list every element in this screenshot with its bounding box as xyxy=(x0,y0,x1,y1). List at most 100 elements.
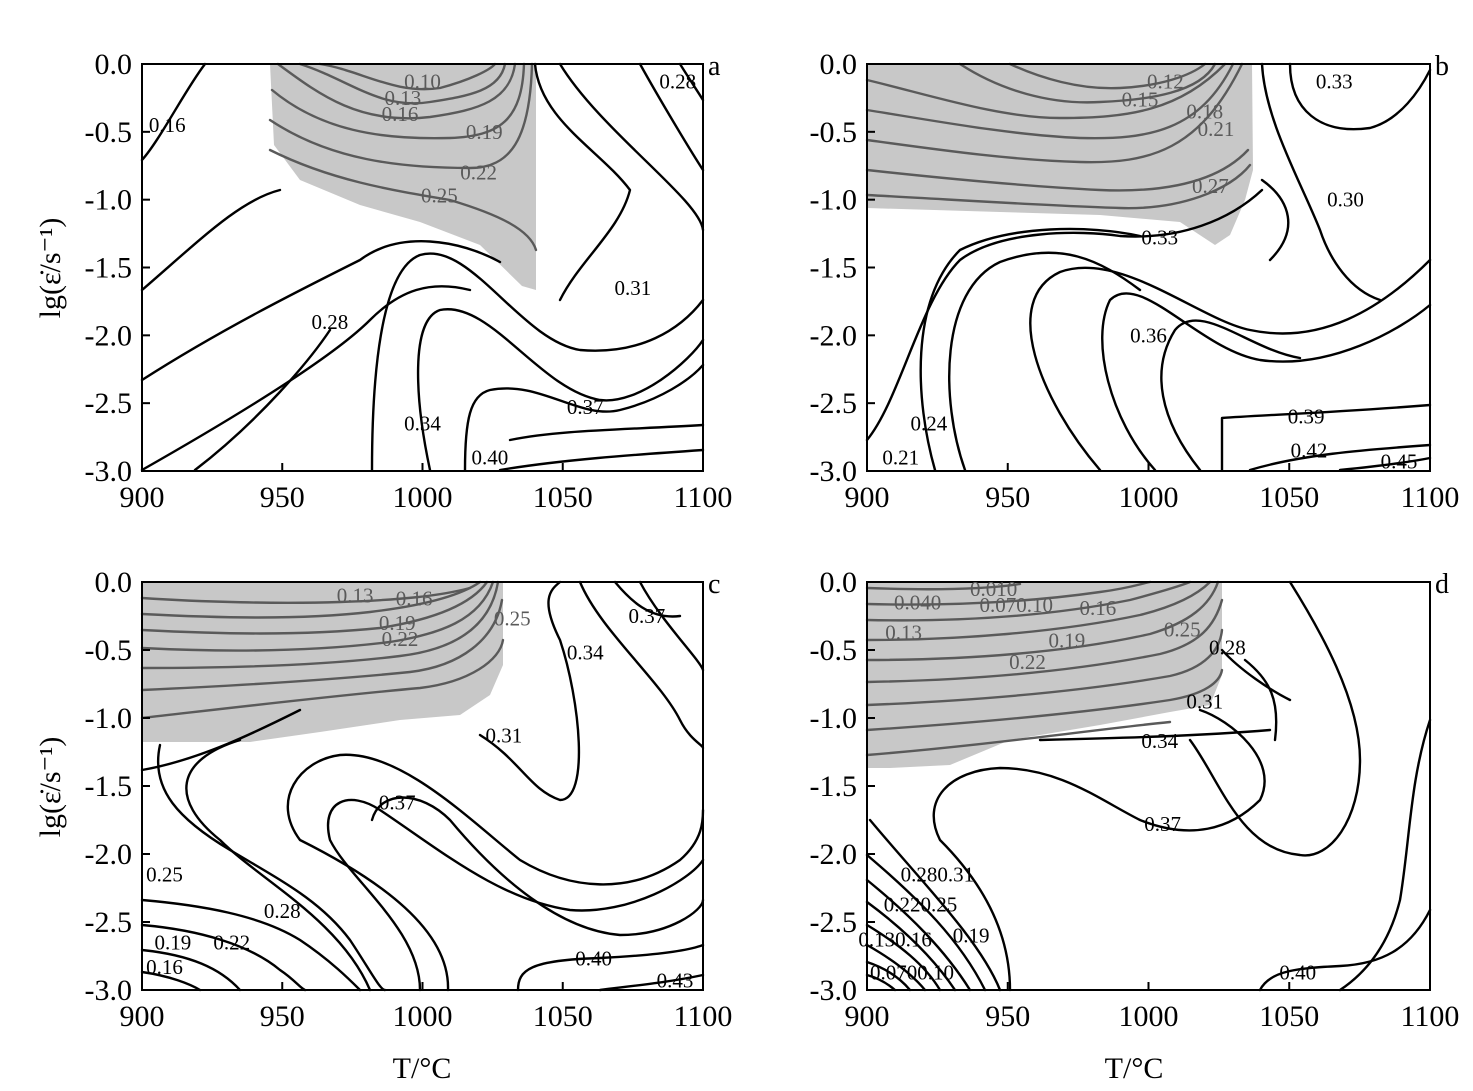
panel-letter-d: d xyxy=(1435,569,1449,600)
shaded-region-d xyxy=(867,582,1222,768)
contour-label: 0.19 xyxy=(466,120,503,144)
y-ticks-b: 0.0 -0.5 -1.0 -1.5 -2.0 -2.5 -3.0 xyxy=(810,48,875,488)
contour-label: 0.39 xyxy=(1288,405,1325,429)
y-tick-label: -3.0 xyxy=(85,455,133,488)
contour-label: 0.070.10 xyxy=(979,593,1053,617)
contour-labels-a: 0.100.130.160.190.220.250.280.160.310.28… xyxy=(149,70,696,470)
x-tick-label: 1100 xyxy=(674,481,733,514)
x-tick-label: 900 xyxy=(120,1000,165,1033)
panel-c: 900 950 1000 1050 1100 0.0 -0.5 -1.0 -1.5 -2.0 -2… xyxy=(85,566,733,1033)
contour-lines-a xyxy=(140,62,705,472)
contour-lines-c xyxy=(140,580,705,992)
y-tick-label: -2.0 xyxy=(810,319,858,352)
contour-label: 0.22 xyxy=(382,627,419,651)
y-ticks-d: 0.0 -0.5 -1.0 -1.5 -2.0 -2.5 -3.0 xyxy=(810,566,875,1007)
contour-label: 0.37 xyxy=(567,395,604,419)
contour-label: 0.220.25 xyxy=(884,892,958,916)
contour-label: 0.28 xyxy=(312,310,349,334)
contour-label: 0.21 xyxy=(1198,117,1235,141)
contour-label: 0.40 xyxy=(1279,960,1316,984)
x-tick-label: 1000 xyxy=(393,1000,453,1033)
y-tick-label: -3.0 xyxy=(85,974,133,1007)
y-tick-label: -1.0 xyxy=(85,184,133,217)
panel-b: 900 950 1000 1050 1100 0.0 -0.5 -1.0 -1.5 -2.0 -2… xyxy=(810,48,1460,514)
y-axis-title-c: lg(ε̇/s⁻¹) xyxy=(34,737,67,838)
contour-label: 0.40 xyxy=(575,947,612,971)
x-tick-label: 900 xyxy=(845,1000,890,1033)
x-axis-title-d: T/°C xyxy=(1105,1052,1164,1085)
x-tick-label: 950 xyxy=(985,481,1030,514)
x-ticks-a: 900 950 1000 1050 1100 xyxy=(120,463,733,514)
contour-label: 0.16 xyxy=(396,586,433,610)
x-ticks-b: 900 950 1000 1050 1100 xyxy=(845,463,1460,514)
y-axis-title-a: lg(ε̇/s⁻¹) xyxy=(34,218,67,319)
panel-letter-c: c xyxy=(708,569,720,600)
x-tick-label: 1050 xyxy=(1259,481,1319,514)
contour-label: 0.16 xyxy=(382,102,419,126)
x-tick-label: 1000 xyxy=(1119,481,1179,514)
contour-label: 0.130.16 xyxy=(858,928,932,952)
contour-lines-b xyxy=(865,62,1432,472)
x-tick-label: 1000 xyxy=(393,481,453,514)
x-tick-label: 1000 xyxy=(1119,1000,1179,1033)
contour-label: 0.33 xyxy=(1141,226,1178,250)
y-tick-label: -2.5 xyxy=(810,906,858,939)
x-ticks-c: 900 950 1000 1050 1100 xyxy=(120,982,733,1033)
contour-label: 0.27 xyxy=(1192,174,1229,198)
contour-label: 0.21 xyxy=(882,445,919,469)
contour-label: 0.19 xyxy=(154,930,191,954)
y-tick-label: -0.5 xyxy=(810,634,858,667)
contour-label: 0.40 xyxy=(471,445,508,469)
contour-label: 0.22 xyxy=(460,161,497,185)
y-tick-label: -0.5 xyxy=(810,116,858,149)
contour-label: 0.34 xyxy=(1141,729,1178,753)
contour-label: 0.28 xyxy=(659,70,696,94)
contour-lines-d xyxy=(865,580,1432,992)
y-tick-label: 0.0 xyxy=(820,48,858,81)
x-tick-label: 950 xyxy=(260,481,305,514)
y-tick-label: -3.0 xyxy=(810,455,858,488)
contour-label: 0.34 xyxy=(404,412,441,436)
y-tick-label: -0.5 xyxy=(85,116,133,149)
x-tick-label: 1100 xyxy=(1401,481,1460,514)
y-tick-label: 0.0 xyxy=(820,566,858,599)
contour-label: 0.22 xyxy=(213,930,250,954)
contour-label: 0.18 xyxy=(1186,99,1223,123)
contour-label: 0.13 xyxy=(885,620,922,644)
contour-label: 0.0700.10 xyxy=(870,960,954,984)
x-tick-label: 1100 xyxy=(1401,1000,1460,1033)
contour-label: 0.36 xyxy=(1130,323,1167,347)
contour-label: 0.42 xyxy=(1291,439,1328,463)
x-tick-label: 1050 xyxy=(533,1000,593,1033)
y-tick-label: -1.5 xyxy=(810,252,858,285)
contour-label: 0.15 xyxy=(1122,87,1159,111)
contour-label: 0.43 xyxy=(657,968,694,992)
y-tick-label: -3.0 xyxy=(810,974,858,1007)
contour-label: 0.16 xyxy=(146,955,183,979)
contour-label: 0.22 xyxy=(1009,650,1046,674)
contour-label: 0.37 xyxy=(629,604,666,628)
y-tick-label: -2.0 xyxy=(85,319,133,352)
contour-label: 0.13 xyxy=(384,86,421,110)
panel-d: 900 950 1000 1050 1100 0.0 -0.5 -1.0 -1.5 -2.0 -2… xyxy=(810,566,1460,1033)
y-ticks-a: 0.0 -0.5 -1.0 -1.5 -2.0 -2.5 -3.0 xyxy=(85,48,150,488)
contour-label: 0.45 xyxy=(1381,450,1418,474)
contour-label: 0.12 xyxy=(1147,70,1184,94)
contour-label: 0.34 xyxy=(567,641,604,665)
y-tick-label: -2.0 xyxy=(810,838,858,871)
contour-label: 0.28 xyxy=(1209,635,1246,659)
y-tick-label: 0.0 xyxy=(95,566,133,599)
contour-label: 0.16 xyxy=(1079,596,1116,620)
contour-label: 0.25 xyxy=(421,184,458,208)
contour-label: 0.28 xyxy=(264,899,301,923)
contour-label: 0.31 xyxy=(1186,690,1223,714)
contour-label: 0.010 xyxy=(970,577,1017,601)
x-tick-label: 1100 xyxy=(674,1000,733,1033)
y-tick-label: -1.0 xyxy=(85,702,133,735)
contour-label: 0.10 xyxy=(404,70,441,94)
x-tick-label: 1050 xyxy=(533,481,593,514)
y-tick-label: -2.5 xyxy=(810,387,858,420)
contour-label: 0.19 xyxy=(1048,628,1085,652)
